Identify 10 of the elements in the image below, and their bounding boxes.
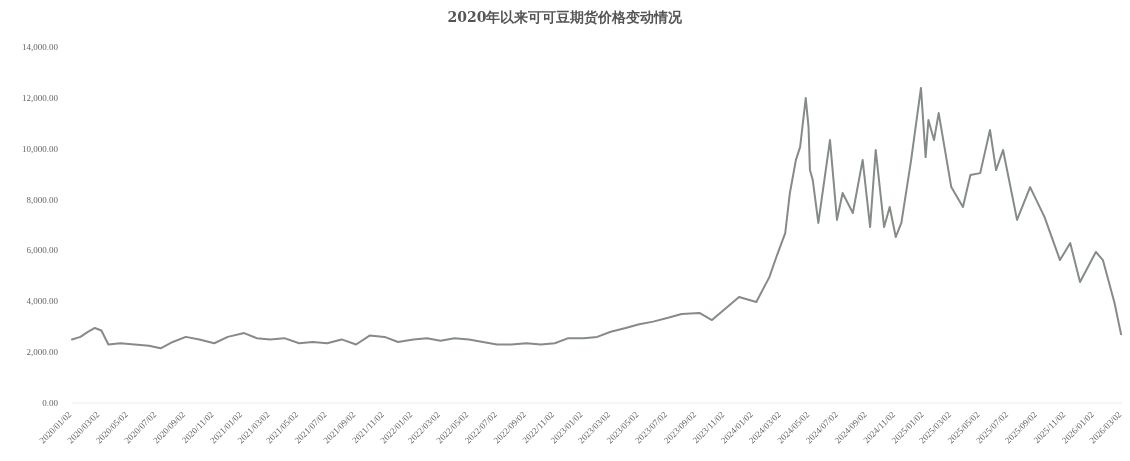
- y-tick-label: 12,000.00: [22, 92, 59, 103]
- y-tick-label: 6,000.00: [26, 245, 59, 256]
- chart-title: 2020年以来可可豆期货价格变动情况: [447, 9, 684, 25]
- y-tick-label: 4,000.00: [26, 296, 59, 307]
- y-tick-label: 2,000.00: [26, 347, 59, 358]
- y-tick-label: 14,000.00: [22, 42, 59, 52]
- y-tick-label: 8,000.00: [26, 194, 59, 205]
- y-tick-label: 0.00: [42, 398, 59, 408]
- y-tick-label: 10,000.00: [22, 143, 59, 154]
- line-series: [71, 86, 1123, 350]
